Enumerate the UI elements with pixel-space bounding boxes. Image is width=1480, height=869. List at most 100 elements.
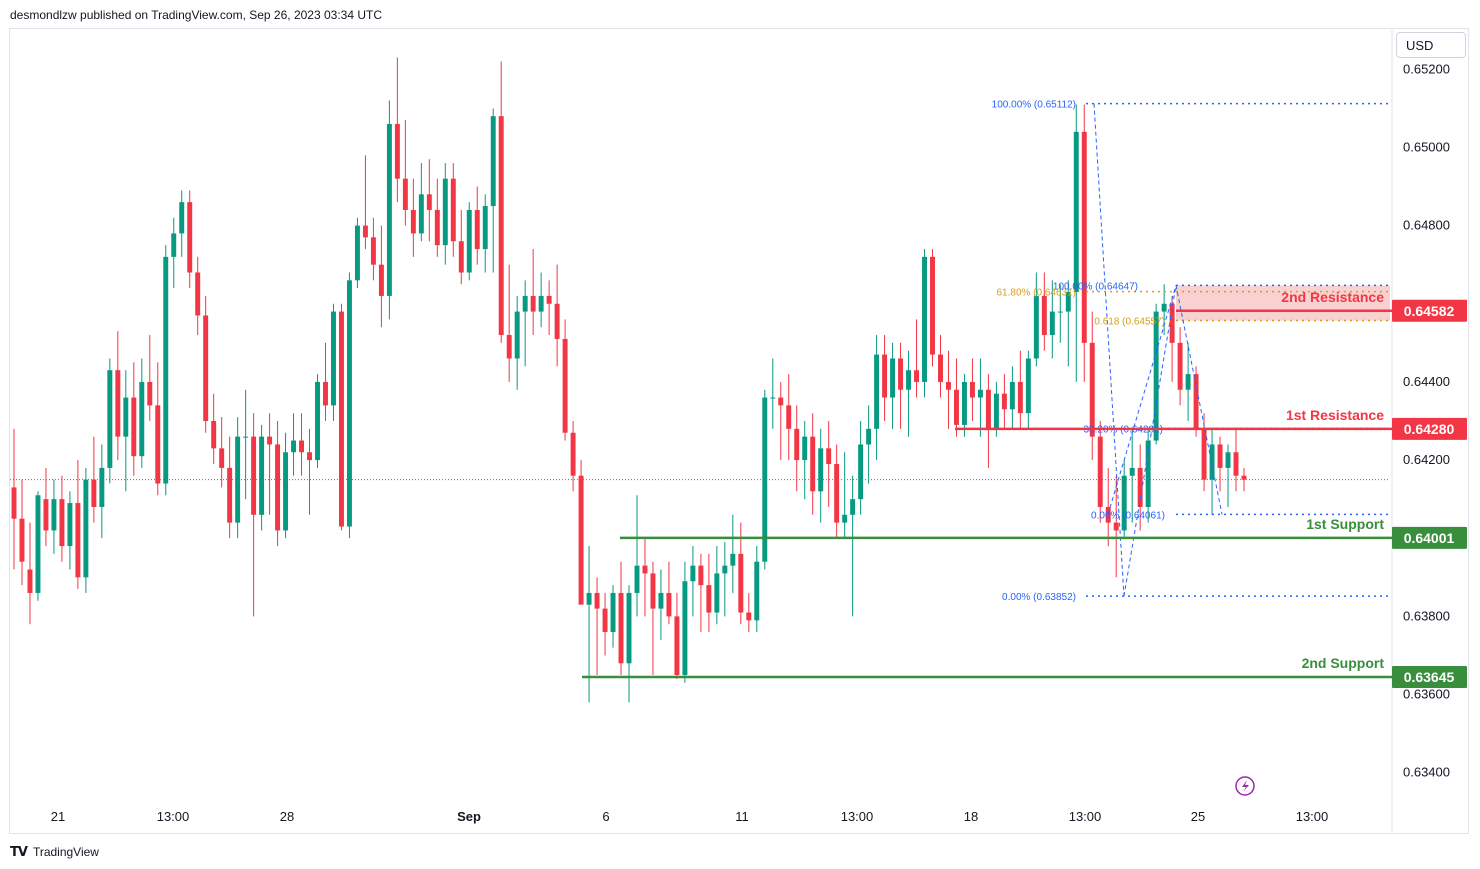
candle-body bbox=[354, 225, 360, 281]
x-tick-label: 11 bbox=[735, 809, 749, 824]
candle-body bbox=[450, 178, 456, 242]
candle-body bbox=[1201, 428, 1207, 480]
candle-body bbox=[722, 565, 728, 574]
candle-body bbox=[618, 592, 624, 664]
candle-body bbox=[834, 463, 840, 523]
candle-body bbox=[818, 448, 824, 492]
candle-body bbox=[634, 565, 640, 593]
level-name-label: 2nd Support bbox=[1302, 655, 1385, 671]
candle-body bbox=[466, 209, 472, 273]
x-tick-label: 13:00 bbox=[1069, 809, 1102, 824]
candle-body bbox=[746, 612, 752, 621]
candle-body bbox=[115, 370, 121, 437]
candle-body bbox=[706, 585, 712, 613]
candle-body bbox=[187, 202, 193, 273]
candle-body bbox=[1217, 444, 1223, 468]
candle-body bbox=[946, 381, 951, 390]
candle-body bbox=[1121, 475, 1127, 531]
candle-body bbox=[730, 553, 736, 566]
level-name-label: 1st Resistance bbox=[1286, 407, 1384, 423]
candle-body bbox=[794, 428, 800, 461]
candle-body bbox=[658, 592, 664, 609]
candle-body bbox=[195, 272, 201, 316]
candle-body bbox=[1017, 381, 1023, 414]
candle-body bbox=[338, 311, 344, 527]
grid-layer bbox=[1391, 30, 1393, 834]
candle-body bbox=[307, 452, 312, 461]
lightning-bolt-icon bbox=[1242, 780, 1249, 792]
axis-layer: 0.65200 0.65000 0.64800 0.64400 0.64200 0.638… bbox=[51, 61, 1450, 824]
candle-body bbox=[562, 338, 568, 433]
y-tick-label: 0.64800 bbox=[1403, 218, 1450, 233]
fib-label: 100.00% (0.65112) bbox=[992, 100, 1076, 111]
candle-body bbox=[171, 233, 177, 257]
candle-body bbox=[1049, 311, 1055, 336]
candle-body bbox=[410, 209, 416, 234]
x-tick-label: 13:00 bbox=[841, 809, 874, 824]
candle-body bbox=[1097, 436, 1103, 507]
tradingview-logo-icon: 𝗧𝗩 bbox=[10, 844, 28, 859]
candle-body bbox=[179, 202, 185, 234]
candle-body bbox=[586, 592, 592, 605]
price-tag bbox=[1392, 526, 1467, 549]
candle-body bbox=[99, 467, 105, 507]
candle-body bbox=[1081, 131, 1087, 343]
candle-body bbox=[898, 358, 904, 390]
candle-body bbox=[331, 311, 336, 406]
x-tick-label: 6 bbox=[602, 809, 609, 824]
candle-body bbox=[985, 389, 991, 429]
price-tag bbox=[1392, 299, 1467, 322]
candle-body bbox=[1225, 452, 1231, 468]
candle-body bbox=[1137, 467, 1143, 507]
price-tag bbox=[1392, 665, 1467, 688]
candle-body bbox=[83, 479, 89, 578]
level-name-label: 2nd Resistance bbox=[1281, 289, 1384, 305]
candle-body bbox=[235, 436, 241, 523]
price-tag-label: 0.64001 bbox=[1404, 530, 1455, 546]
candle-body bbox=[610, 592, 616, 633]
candle-body bbox=[570, 432, 576, 476]
level-layer: 2nd Resistance 0.64582 1st Resistance 0.642… bbox=[582, 289, 1467, 688]
price-tag-label: 0.64280 bbox=[1404, 421, 1455, 437]
candle-body bbox=[75, 503, 81, 578]
candle-body bbox=[514, 311, 520, 359]
footer-brand: TradingView bbox=[32, 845, 99, 859]
candle-body bbox=[1025, 358, 1031, 414]
candle-body bbox=[362, 225, 368, 238]
fib-label: 100.00% (0.64647) bbox=[1053, 281, 1138, 292]
candle-body bbox=[139, 381, 145, 457]
candle-body bbox=[402, 178, 408, 210]
candle-body bbox=[642, 565, 648, 574]
y-tick-label: 0.63600 bbox=[1403, 687, 1450, 702]
candle-body bbox=[211, 420, 217, 449]
publisher-header: desmondlzw published on TradingView.com,… bbox=[10, 8, 383, 22]
y-tick-label: 0.65000 bbox=[1403, 139, 1450, 154]
candle-body bbox=[754, 561, 760, 621]
pattern-leg bbox=[1107, 285, 1177, 515]
lightning-icon[interactable] bbox=[1235, 776, 1255, 796]
candle-body bbox=[227, 467, 233, 523]
currency-button[interactable]: USD bbox=[1396, 32, 1466, 58]
candle-body bbox=[1057, 311, 1063, 313]
price-tag-label: 0.64582 bbox=[1404, 303, 1455, 319]
candle-body bbox=[315, 381, 320, 461]
candle-body bbox=[770, 397, 776, 399]
footer[interactable]: 𝗧𝗩 TradingView bbox=[10, 844, 99, 860]
candle-body bbox=[914, 370, 920, 382]
candle-body bbox=[506, 335, 512, 359]
pattern-leg bbox=[1123, 285, 1177, 597]
candle-body bbox=[522, 295, 528, 312]
candle-body bbox=[1009, 381, 1015, 410]
candle-body bbox=[498, 116, 504, 336]
fib-layer: 100.00% (0.65112) 100.00% (0.64647)61.80%… bbox=[992, 100, 1390, 603]
fib-label: 0.00% (0.64061) bbox=[1091, 510, 1165, 521]
candle-body bbox=[251, 436, 257, 515]
candle-body bbox=[666, 592, 672, 617]
candle-body bbox=[378, 264, 384, 296]
resistance-zone-layer bbox=[1176, 285, 1390, 321]
candle-body bbox=[650, 573, 656, 609]
candle-body bbox=[283, 452, 289, 531]
candle-body bbox=[426, 194, 432, 210]
candle-body bbox=[1105, 506, 1111, 523]
